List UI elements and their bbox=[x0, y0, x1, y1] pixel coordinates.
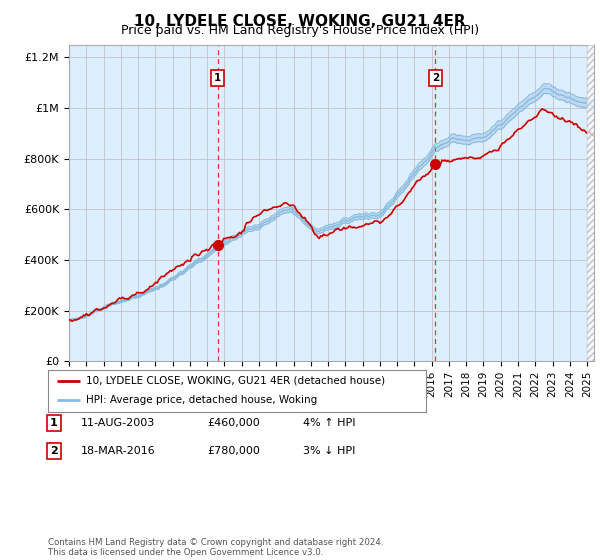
Text: 11-AUG-2003: 11-AUG-2003 bbox=[81, 418, 155, 428]
Text: 4% ↑ HPI: 4% ↑ HPI bbox=[303, 418, 355, 428]
Text: 10, LYDELE CLOSE, WOKING, GU21 4ER: 10, LYDELE CLOSE, WOKING, GU21 4ER bbox=[134, 14, 466, 29]
Text: £460,000: £460,000 bbox=[207, 418, 260, 428]
Text: 1: 1 bbox=[214, 73, 221, 83]
Text: 10, LYDELE CLOSE, WOKING, GU21 4ER (detached house): 10, LYDELE CLOSE, WOKING, GU21 4ER (deta… bbox=[86, 376, 385, 386]
Text: 2: 2 bbox=[431, 73, 439, 83]
Text: 1: 1 bbox=[50, 418, 58, 428]
Text: 18-MAR-2016: 18-MAR-2016 bbox=[81, 446, 156, 456]
Text: Contains HM Land Registry data © Crown copyright and database right 2024.
This d: Contains HM Land Registry data © Crown c… bbox=[48, 538, 383, 557]
Text: 3% ↓ HPI: 3% ↓ HPI bbox=[303, 446, 355, 456]
Text: Price paid vs. HM Land Registry's House Price Index (HPI): Price paid vs. HM Land Registry's House … bbox=[121, 24, 479, 37]
Text: 2: 2 bbox=[50, 446, 58, 456]
Text: HPI: Average price, detached house, Woking: HPI: Average price, detached house, Woki… bbox=[86, 395, 317, 405]
Text: £780,000: £780,000 bbox=[207, 446, 260, 456]
